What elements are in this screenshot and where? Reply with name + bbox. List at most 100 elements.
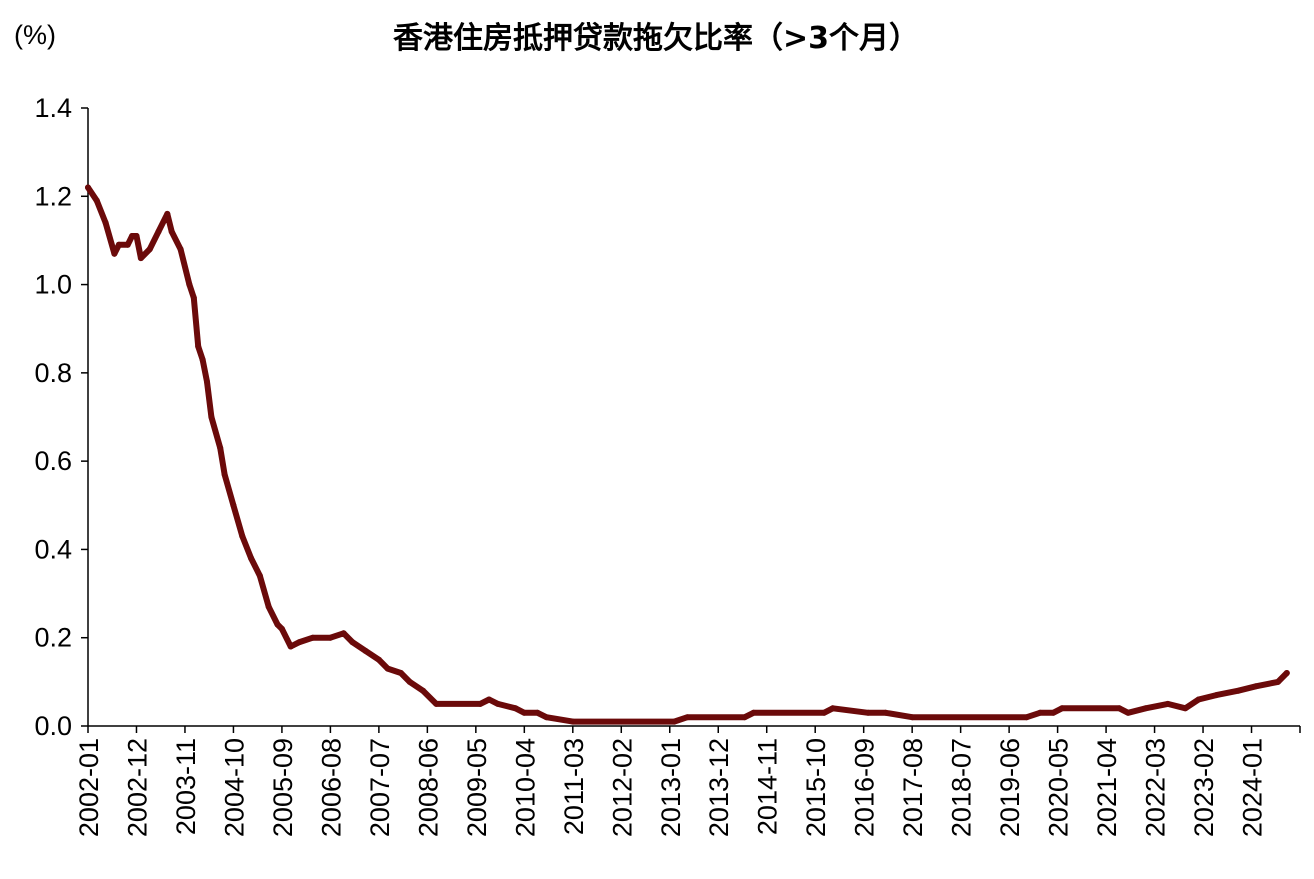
x-tick-label: 2011-03 <box>559 738 589 835</box>
data-point <box>274 621 281 628</box>
data-point <box>397 670 404 676</box>
data-point <box>340 630 347 637</box>
x-tick-label: 2006-08 <box>316 738 346 837</box>
data-point <box>433 700 440 707</box>
y-tick-label: 1.4 <box>34 93 72 123</box>
data-point <box>543 714 550 721</box>
data-point <box>882 709 889 716</box>
x-tick-label: 2003-11 <box>171 738 201 835</box>
x-tick-label: 2020-05 <box>1044 738 1074 837</box>
data-point <box>133 233 140 239</box>
data-point <box>102 219 109 226</box>
data-point <box>1283 670 1290 676</box>
data-point <box>124 241 131 248</box>
x-axis: 2002-01 2002-12 2003-11 2004-10 2005-09 2006-… <box>74 725 1301 837</box>
data-point <box>741 714 748 721</box>
data-point <box>671 718 678 725</box>
data-point <box>186 281 193 288</box>
data-point <box>375 656 382 663</box>
data-point <box>1275 678 1281 685</box>
data-point <box>177 246 184 253</box>
x-tick-label: 2022-03 <box>1141 738 1171 837</box>
data-point <box>1050 709 1057 716</box>
data-point <box>93 197 100 204</box>
data-point <box>199 356 206 363</box>
data-point <box>115 241 122 248</box>
x-tick-label: 2013-12 <box>704 738 734 837</box>
y-tick-label: 1.0 <box>34 270 72 300</box>
x-tick-label: 2004-10 <box>219 738 249 837</box>
data-point <box>1059 705 1065 712</box>
x-tick-label: 2007-07 <box>365 738 395 837</box>
x-tick-label: 2024-01 <box>1238 738 1268 837</box>
x-tick-label: 2021-04 <box>1092 738 1122 837</box>
x-tick-label: 2012-02 <box>607 738 637 837</box>
data-point <box>208 414 215 420</box>
x-tick-label: 2017-08 <box>898 738 928 837</box>
data-point <box>137 255 144 262</box>
data-point <box>256 572 263 579</box>
data-point <box>1037 709 1043 716</box>
data-point <box>309 634 316 641</box>
data-point <box>1252 683 1259 690</box>
series-line <box>85 184 1290 725</box>
data-point <box>327 634 334 641</box>
data-point <box>1213 692 1220 699</box>
y-tick-label: 0.4 <box>34 534 72 564</box>
x-tick-label: 2018-07 <box>947 738 977 837</box>
x-tick-label: 2002-01 <box>74 738 104 837</box>
data-point <box>362 648 369 654</box>
data-point <box>221 471 228 478</box>
data-point <box>111 250 118 257</box>
data-point <box>265 603 272 610</box>
y-tick-label: 0.2 <box>34 623 72 653</box>
data-point <box>865 709 872 716</box>
y-axis: 0.0 0.2 0.4 0.6 0.8 1.0 1.2 1.4 <box>34 93 89 741</box>
x-tick-label: 2002-12 <box>122 738 152 837</box>
data-point <box>248 555 255 562</box>
data-point <box>569 718 576 725</box>
data-point <box>278 625 285 632</box>
x-tick-label: 2009-05 <box>462 738 492 837</box>
x-tick-label: 2015-10 <box>801 738 831 837</box>
x-tick-label: 2005-09 <box>268 738 298 837</box>
data-point <box>217 444 224 451</box>
data-point <box>494 700 501 707</box>
data-point <box>1164 700 1171 707</box>
data-point <box>1116 705 1123 712</box>
data-point <box>168 228 175 235</box>
data-point <box>384 665 391 672</box>
data-point <box>521 709 528 716</box>
data-point <box>684 714 691 721</box>
data-point <box>164 210 171 217</box>
series-group <box>85 184 1290 725</box>
y-tick-label: 0.8 <box>34 358 72 388</box>
data-point <box>155 228 162 235</box>
data-point <box>420 687 426 694</box>
data-point <box>190 294 197 301</box>
data-point <box>406 678 413 685</box>
x-tick-label: 2014-11 <box>753 738 783 835</box>
y-tick-label: 0.6 <box>34 446 72 476</box>
data-point <box>349 639 356 646</box>
x-tick-label: 2023-02 <box>1189 738 1219 837</box>
y-tick-label: 1.2 <box>34 181 72 211</box>
data-point <box>146 246 153 253</box>
data-point <box>230 502 237 509</box>
data-point <box>195 343 202 350</box>
data-point <box>1023 714 1030 721</box>
data-point <box>85 184 91 191</box>
data-point <box>1195 696 1202 703</box>
data-point <box>1182 705 1189 712</box>
x-tick-label: 2016-09 <box>850 738 880 837</box>
x-tick-label: 2013-01 <box>656 738 686 837</box>
data-point <box>534 709 541 716</box>
data-point <box>296 639 303 646</box>
data-point <box>129 233 136 239</box>
data-point <box>477 700 484 707</box>
data-point <box>821 709 827 716</box>
data-point <box>1235 687 1242 694</box>
x-tick-label: 2008-06 <box>413 738 443 837</box>
data-point <box>1142 705 1149 712</box>
